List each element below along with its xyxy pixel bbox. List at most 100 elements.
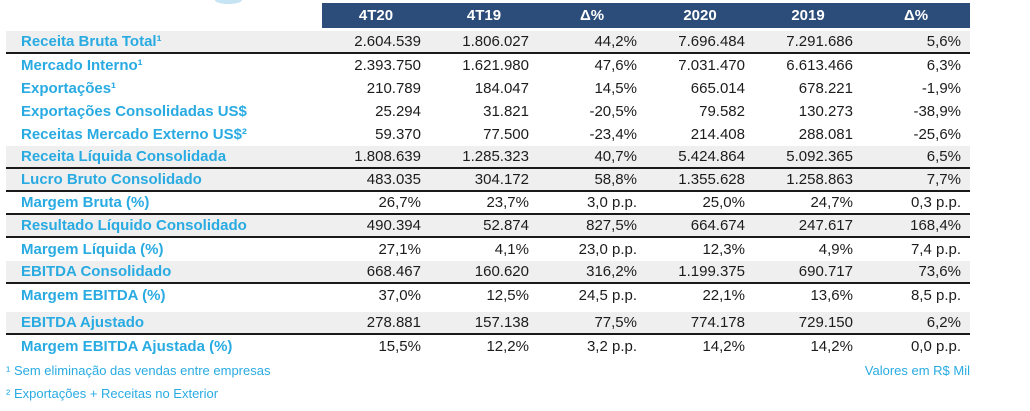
row-label: EBITDA Ajustado [21,314,145,331]
cell-delta-quarter: 827,5% [586,217,637,234]
cell-delta-year: 0,3 p.p. [910,194,961,211]
footnote-2: ² Exportações + Receitas no Exterior [6,386,219,401]
footnote-1: ¹ Sem eliminação das vendas entre empres… [6,363,271,378]
cell-4t20: 483.035 [366,171,421,188]
row-label: Exportações Consolidadas US$ [21,103,247,120]
table-row: Margem Líquida (%) 27,1% 4,1% 23,0 p.p. … [6,238,970,261]
table-row: EBITDA Ajustado 278.881 157.138 77,5% 77… [6,312,970,335]
cell-2020: 665.014 [690,80,745,97]
logo-arc-decoration [215,0,242,4]
cell-delta-year: 6,2% [926,314,961,331]
cell-4t20: 210.789 [366,80,421,97]
cell-delta-year: 6,5% [926,148,961,165]
cell-4t19: 184.047 [474,80,529,97]
cell-4t20: 2.393.750 [354,57,421,74]
cell-2020: 1.199.375 [678,263,745,280]
cell-delta-year: 6,3% [926,57,961,74]
cell-delta-year: 7,7% [926,171,961,188]
cell-delta-quarter: -23,4% [589,126,637,143]
cell-4t19: 31.821 [483,103,529,120]
cell-2019: 7.291.686 [786,33,853,50]
cell-delta-quarter: 44,2% [594,33,637,50]
cell-4t20: 25.294 [375,103,421,120]
cell-delta-year: -38,9% [913,103,961,120]
column-header-4t19: 4T19 [466,7,502,24]
cell-2019: 5.092.365 [786,148,853,165]
header-label-spacer [6,3,322,28]
row-label: EBITDA Consolidado [21,263,172,280]
cell-2019: 690.717 [798,263,853,280]
cell-delta-year: 0,0 p.p. [910,338,961,355]
column-header-4t20: 4T20 [358,7,394,24]
cell-2019: 14,2% [810,338,853,355]
cell-4t20: 490.394 [366,217,421,234]
cell-delta-quarter: -20,5% [589,103,637,120]
cell-4t19: 160.620 [474,263,529,280]
cell-delta-year: 5,6% [926,33,961,50]
cell-2019: 24,7% [810,194,853,211]
cell-2019: 729.150 [798,314,853,331]
cell-delta-quarter: 23,0 p.p. [578,241,637,258]
table-row: Mercado Interno¹ 2.393.750 1.621.980 47,… [6,54,970,77]
footer-line-1: ¹ Sem eliminação das vendas entre empres… [6,363,970,381]
cell-4t19: 1.806.027 [462,33,529,50]
cell-2020: 5.424.864 [678,148,745,165]
cell-2019: 4,9% [818,241,853,258]
row-label: Margem Bruta (%) [21,194,150,211]
cell-4t19: 304.172 [474,171,529,188]
cell-4t20: 1.808.639 [354,148,421,165]
cell-2019: 1.258.863 [786,171,853,188]
cell-4t19: 12,5% [486,287,529,304]
table-row: Exportações¹ 210.789 184.047 14,5% 665.0… [6,77,970,100]
table-row: Margem EBITDA (%) 37,0% 12,5% 24,5 p.p. … [6,284,970,307]
cell-delta-quarter: 3,2 p.p. [586,338,637,355]
table-row: EBITDA Consolidado 668.467 160.620 316,2… [6,261,970,284]
table-header-row: 4T20 4T19 Δ% 2020 2019 Δ% [6,3,970,28]
cell-2019: 13,6% [810,287,853,304]
row-label: Margem Líquida (%) [21,241,164,258]
table-row: Receita Bruta Total¹ 2.604.539 1.806.027… [6,31,970,54]
cell-delta-quarter: 316,2% [586,263,637,280]
cell-2020: 7.696.484 [678,33,745,50]
cell-delta-quarter: 24,5 p.p. [578,287,637,304]
cell-2020: 79.582 [699,103,745,120]
cell-2019: 130.273 [798,103,853,120]
cell-4t20: 668.467 [366,263,421,280]
row-label: Margem EBITDA (%) [21,287,166,304]
cell-2020: 12,3% [702,241,745,258]
cell-2020: 7.031.470 [678,57,745,74]
cell-4t19: 77.500 [483,126,529,143]
cell-delta-year: 8,5 p.p. [910,287,961,304]
cell-delta-year: -1,9% [921,80,961,97]
cell-delta-year: 7,4 p.p. [910,241,961,258]
cell-2020: 25,0% [702,194,745,211]
cell-2020: 664.674 [690,217,745,234]
row-label: Receita Bruta Total¹ [21,33,162,50]
footer-line-2: ² Exportações + Receitas no Exterior [6,385,970,403]
column-header-2019: 2019 [791,7,825,24]
cell-delta-year: -25,6% [913,126,961,143]
cell-2019: 247.617 [798,217,853,234]
cell-delta-quarter: 58,8% [594,171,637,188]
cell-2020: 774.178 [690,314,745,331]
row-label: Lucro Bruto Consolidado [21,171,202,188]
cell-4t20: 26,7% [378,194,421,211]
cell-delta-quarter: 77,5% [594,314,637,331]
cell-4t19: 23,7% [486,194,529,211]
cell-delta-year: 168,4% [910,217,961,234]
row-label: Resultado Líquido Consolidado [21,217,247,234]
cell-4t20: 27,1% [378,241,421,258]
cell-delta-quarter: 47,6% [594,57,637,74]
table-row: Receita Líquida Consolidada 1.808.639 1.… [6,146,970,169]
results-table: 4T20 4T19 Δ% 2020 2019 Δ% Receita Bruta … [6,3,970,403]
table-row: Resultado Líquido Consolidado 490.394 52… [6,215,970,238]
row-label: Receitas Mercado Externo US$² [21,126,247,143]
cell-4t20: 278.881 [366,314,421,331]
table-row: Margem Bruta (%) 26,7% 23,7% 3,0 p.p. 25… [6,192,970,215]
table-row: Lucro Bruto Consolidado 483.035 304.172 … [6,169,970,192]
column-header-2020: 2020 [683,7,717,24]
cell-delta-quarter: 3,0 p.p. [586,194,637,211]
table-body: Receita Bruta Total¹ 2.604.539 1.806.027… [6,31,970,358]
cell-2019: 288.081 [798,126,853,143]
